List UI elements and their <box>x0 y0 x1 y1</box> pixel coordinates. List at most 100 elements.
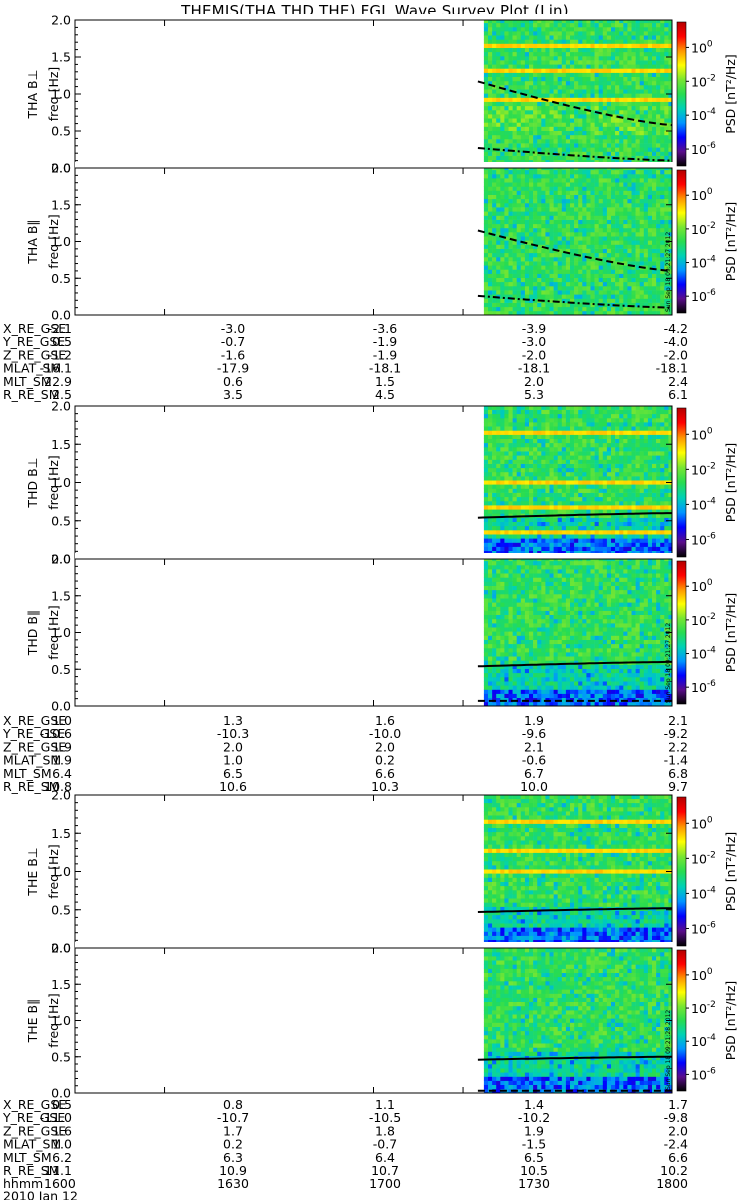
spectrogram-cell <box>492 211 497 216</box>
spectrogram-cell <box>602 198 608 204</box>
spectrogram-cell <box>594 500 599 506</box>
spectrogram-cell <box>488 542 493 547</box>
spectrogram-cell <box>598 80 604 86</box>
spectrogram-cell <box>488 306 493 312</box>
spectrogram-cell <box>504 219 509 225</box>
spectrogram-cell <box>664 147 669 152</box>
spectrogram-cell <box>529 471 534 477</box>
spectrogram-cell <box>574 143 579 148</box>
spectrogram-cell <box>590 130 595 136</box>
spectrogram-cell <box>496 476 501 481</box>
spectrogram-cell <box>533 426 538 431</box>
spectrogram-cell <box>533 143 538 148</box>
spectrogram-cell <box>582 35 587 40</box>
spectrogram-cell <box>508 459 513 464</box>
spectrogram-cell <box>647 97 653 102</box>
spectrogram-cell <box>594 306 599 312</box>
spectrogram-cell <box>570 155 575 161</box>
spectrogram-cell <box>483 269 489 274</box>
spectrogram-cell <box>631 186 636 191</box>
spectrogram-cell <box>492 521 497 527</box>
spectrogram-cell <box>512 277 517 283</box>
spectrogram-cell <box>602 51 608 57</box>
spectrogram-cell <box>619 430 624 435</box>
spectrogram-cell <box>635 109 640 115</box>
spectrogram-cell <box>623 202 628 208</box>
spectrogram-cell <box>533 298 538 303</box>
spectrogram-cell <box>635 134 640 140</box>
spectrogram-cell <box>611 459 616 464</box>
spectrogram-cell <box>541 417 546 423</box>
spectrogram-cell <box>524 194 530 200</box>
spectrogram-cell <box>549 60 554 65</box>
spectrogram-cell <box>606 198 612 204</box>
spectrogram-cell <box>500 109 505 115</box>
spectrogram-cell <box>574 173 579 179</box>
spectrogram-cell <box>602 500 608 506</box>
spectrogram-cell <box>586 265 591 270</box>
spectrogram-cell <box>578 442 583 448</box>
spectrogram-cell <box>656 298 661 303</box>
spectrogram-cell <box>570 126 575 131</box>
spectrogram-cell <box>611 442 616 448</box>
spectrogram-cell <box>606 143 612 148</box>
spectrogram-cell <box>619 256 624 262</box>
spectrogram-cell <box>537 302 542 308</box>
spectrogram-cell <box>606 68 612 73</box>
spectrogram-cell <box>541 138 546 144</box>
spectrogram-cell <box>500 178 505 183</box>
spectrogram-cell <box>541 521 546 527</box>
spectrogram-cell <box>590 26 595 32</box>
spectrogram-cell <box>627 492 632 498</box>
spectrogram-cell <box>602 285 608 291</box>
spectrogram-cell <box>508 43 513 48</box>
spectrogram-cell <box>565 505 571 510</box>
spectrogram-cell <box>582 169 587 175</box>
spectrogram-cell <box>582 240 587 245</box>
spectrogram-cell <box>496 488 501 493</box>
spectrogram-cell <box>602 455 608 460</box>
spectrogram-cell <box>553 426 558 431</box>
spectrogram-cell <box>520 534 526 539</box>
spectrogram-cell <box>570 467 575 473</box>
spectrogram-cell <box>627 80 632 86</box>
spectrogram-cell <box>520 509 526 514</box>
spectrogram-cell <box>512 85 517 90</box>
spectrogram-cell <box>508 182 513 187</box>
spectrogram-cell <box>656 64 661 69</box>
spectrogram-cell <box>561 422 567 427</box>
spectrogram-cell <box>516 505 522 510</box>
spectrogram-cell <box>639 138 645 144</box>
spectrogram-cell <box>582 39 587 44</box>
spectrogram-cell <box>537 542 542 547</box>
spectrogram-cell <box>537 186 542 191</box>
spectrogram-cell <box>643 281 649 287</box>
spectrogram-cell <box>619 290 624 295</box>
spectrogram-cell <box>623 130 628 136</box>
spectrogram-cell <box>512 438 517 444</box>
spectrogram-cell <box>570 202 575 208</box>
spectrogram-cell <box>504 186 509 191</box>
spectrogram-cell <box>557 223 563 229</box>
spectrogram-cell <box>578 215 583 220</box>
spectrogram-cell <box>524 277 530 283</box>
spectrogram-cell <box>533 89 538 94</box>
spectrogram-cell <box>545 134 550 140</box>
spectrogram-cell <box>516 422 522 427</box>
spectrogram-cell <box>541 455 546 460</box>
spectrogram-cell <box>611 492 616 498</box>
spectrogram-cell <box>586 147 591 152</box>
spectrogram-cell <box>533 451 538 456</box>
spectrogram-cell <box>598 169 604 175</box>
spectrogram-cell <box>533 492 538 498</box>
spectrogram-cell <box>570 138 575 144</box>
spectrogram-cell <box>492 227 497 233</box>
spectrogram-cell <box>594 173 599 179</box>
spectrogram-cell <box>635 422 640 427</box>
spectrogram-cell <box>660 434 665 439</box>
spectrogram-cell <box>496 169 501 175</box>
spectrogram-cell <box>590 290 595 295</box>
spectrogram-cell <box>598 538 604 543</box>
spectrogram-cell <box>545 169 550 175</box>
spectrogram-cell <box>500 496 505 502</box>
